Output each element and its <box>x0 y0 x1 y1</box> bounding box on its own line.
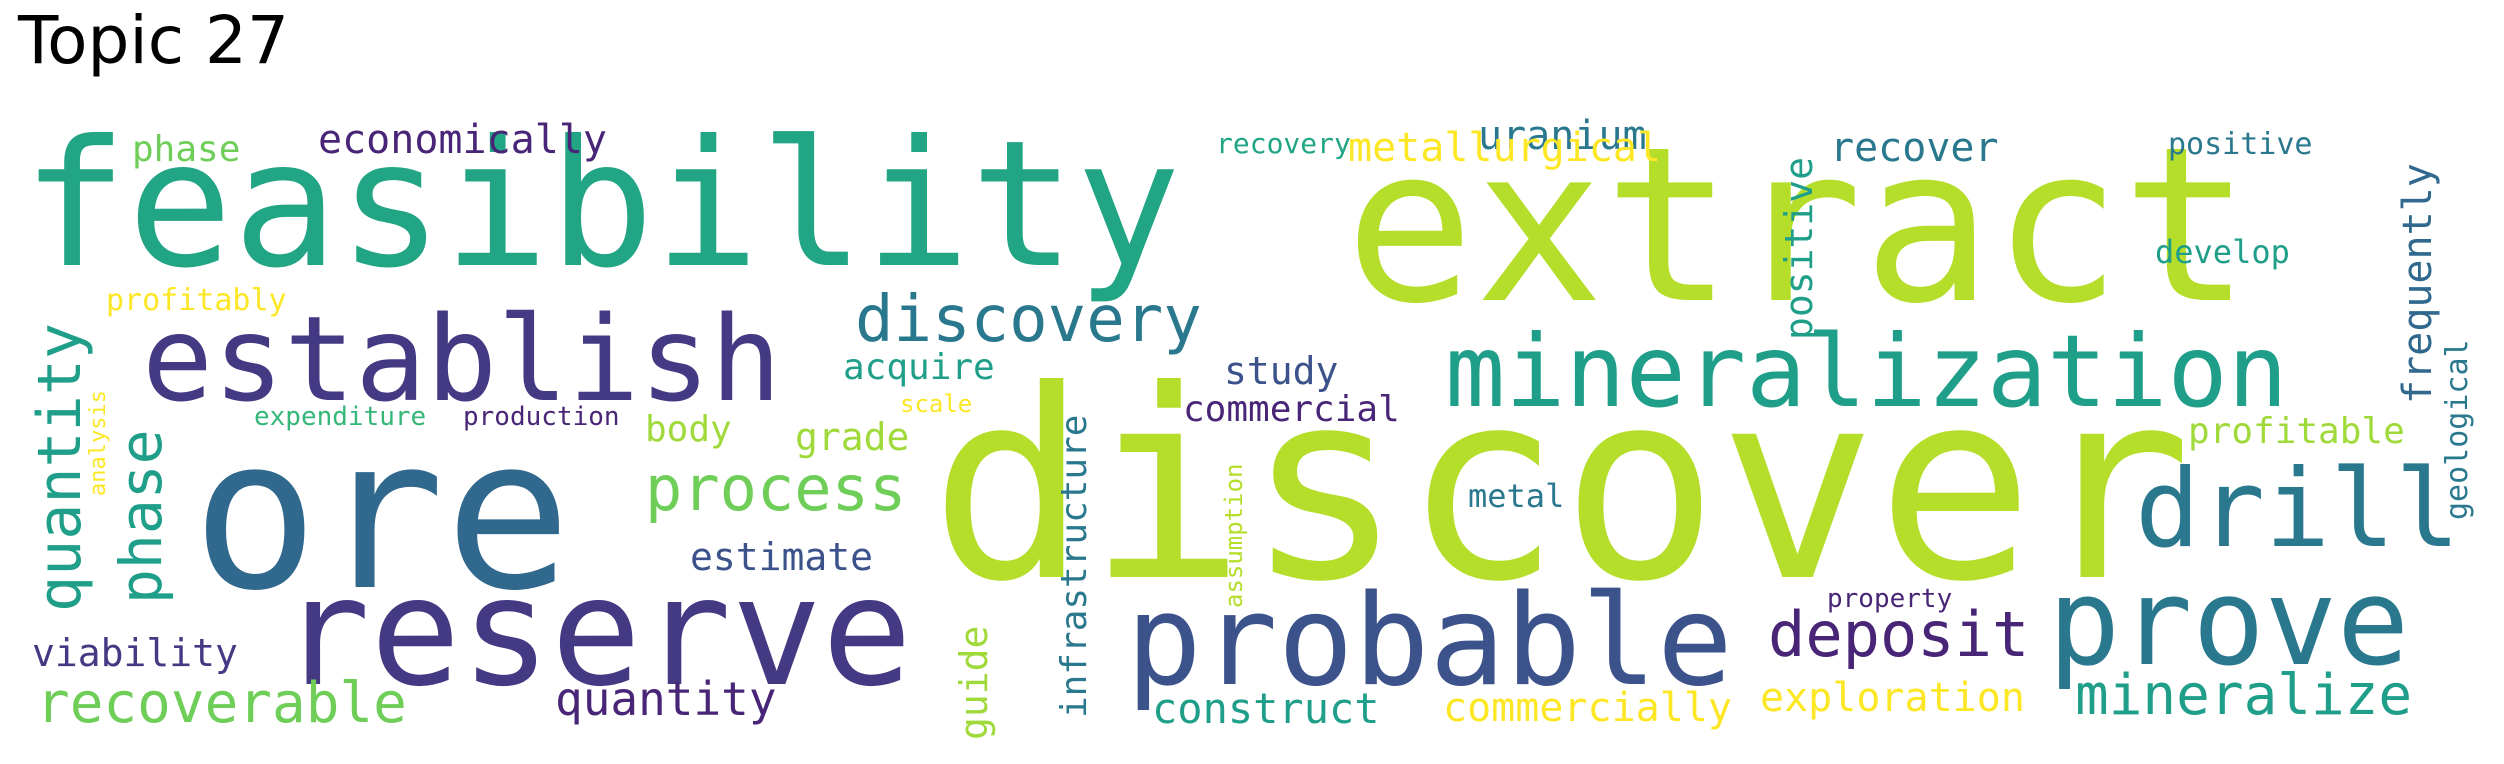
word-guide: guide <box>952 625 996 740</box>
word-feasibility: feasibility <box>22 104 1181 307</box>
word-process: process <box>645 452 907 525</box>
word-deposit: deposit <box>1768 598 2030 671</box>
word-develop: develop <box>2155 233 2290 271</box>
word-recovery: uranium <box>1478 113 1647 159</box>
word-uranium: phase <box>132 129 241 170</box>
word-mineralize: mineralize <box>2075 663 2413 728</box>
word-expenditure: expenditure <box>254 402 427 432</box>
word-study: study <box>1224 349 1339 393</box>
word-metallurgical: recover <box>1830 125 1999 171</box>
word-ore: ore <box>192 392 572 637</box>
word-production: production <box>463 402 620 432</box>
word-metal: metal <box>1468 477 1565 515</box>
word-discovery: discovery <box>855 283 1202 357</box>
word-profitably: profitably <box>106 283 287 318</box>
word-positive: positive <box>1777 156 1821 340</box>
word-ever: metallurgical <box>1348 125 1662 171</box>
word-body: body <box>645 409 732 450</box>
word-stage: recovery <box>1216 127 1351 160</box>
word-grade: grade <box>795 415 910 459</box>
word-property: property <box>1827 584 1953 614</box>
word-prove: prove <box>2048 554 2410 693</box>
word-acquire: acquire <box>843 347 995 388</box>
word-infrastructure: infrastructure <box>1054 414 1095 718</box>
word-phase: phase <box>107 429 175 604</box>
word-commercially: commercially <box>1443 685 1732 731</box>
word-geological: geological <box>2440 339 2475 520</box>
word-estimate: estimate <box>690 535 874 579</box>
word-analysis: analysis <box>86 390 111 496</box>
word-assumption: assumption <box>1220 463 1248 609</box>
word-recover: economically <box>318 117 607 163</box>
word-frequently: frequently <box>2395 163 2441 404</box>
word-extract: extract <box>1345 100 2252 351</box>
word-reserve: reserve <box>280 546 913 720</box>
word-recoverable: recoverable <box>36 671 407 736</box>
page-title: Topic 27 <box>18 2 289 79</box>
word-viability: viability <box>32 631 238 675</box>
word-establish: establish <box>142 290 782 428</box>
word-scale: scale <box>900 390 973 418</box>
word-discover: discover <box>930 334 2192 639</box>
word-project: positive <box>2168 127 2313 162</box>
word-commercial: commercial <box>1183 389 1400 430</box>
word-drill: drill <box>2135 447 2461 572</box>
word-probable: probable <box>1126 567 1733 714</box>
word-quantity: quantity <box>25 323 95 612</box>
word-exploration: exploration <box>1760 675 2025 721</box>
word-construct: construct <box>1152 684 1380 733</box>
word-economically: quantity <box>555 672 777 726</box>
word-profitable: profitable <box>2188 411 2405 452</box>
word-mineralization: mineralization <box>1445 313 2288 430</box>
